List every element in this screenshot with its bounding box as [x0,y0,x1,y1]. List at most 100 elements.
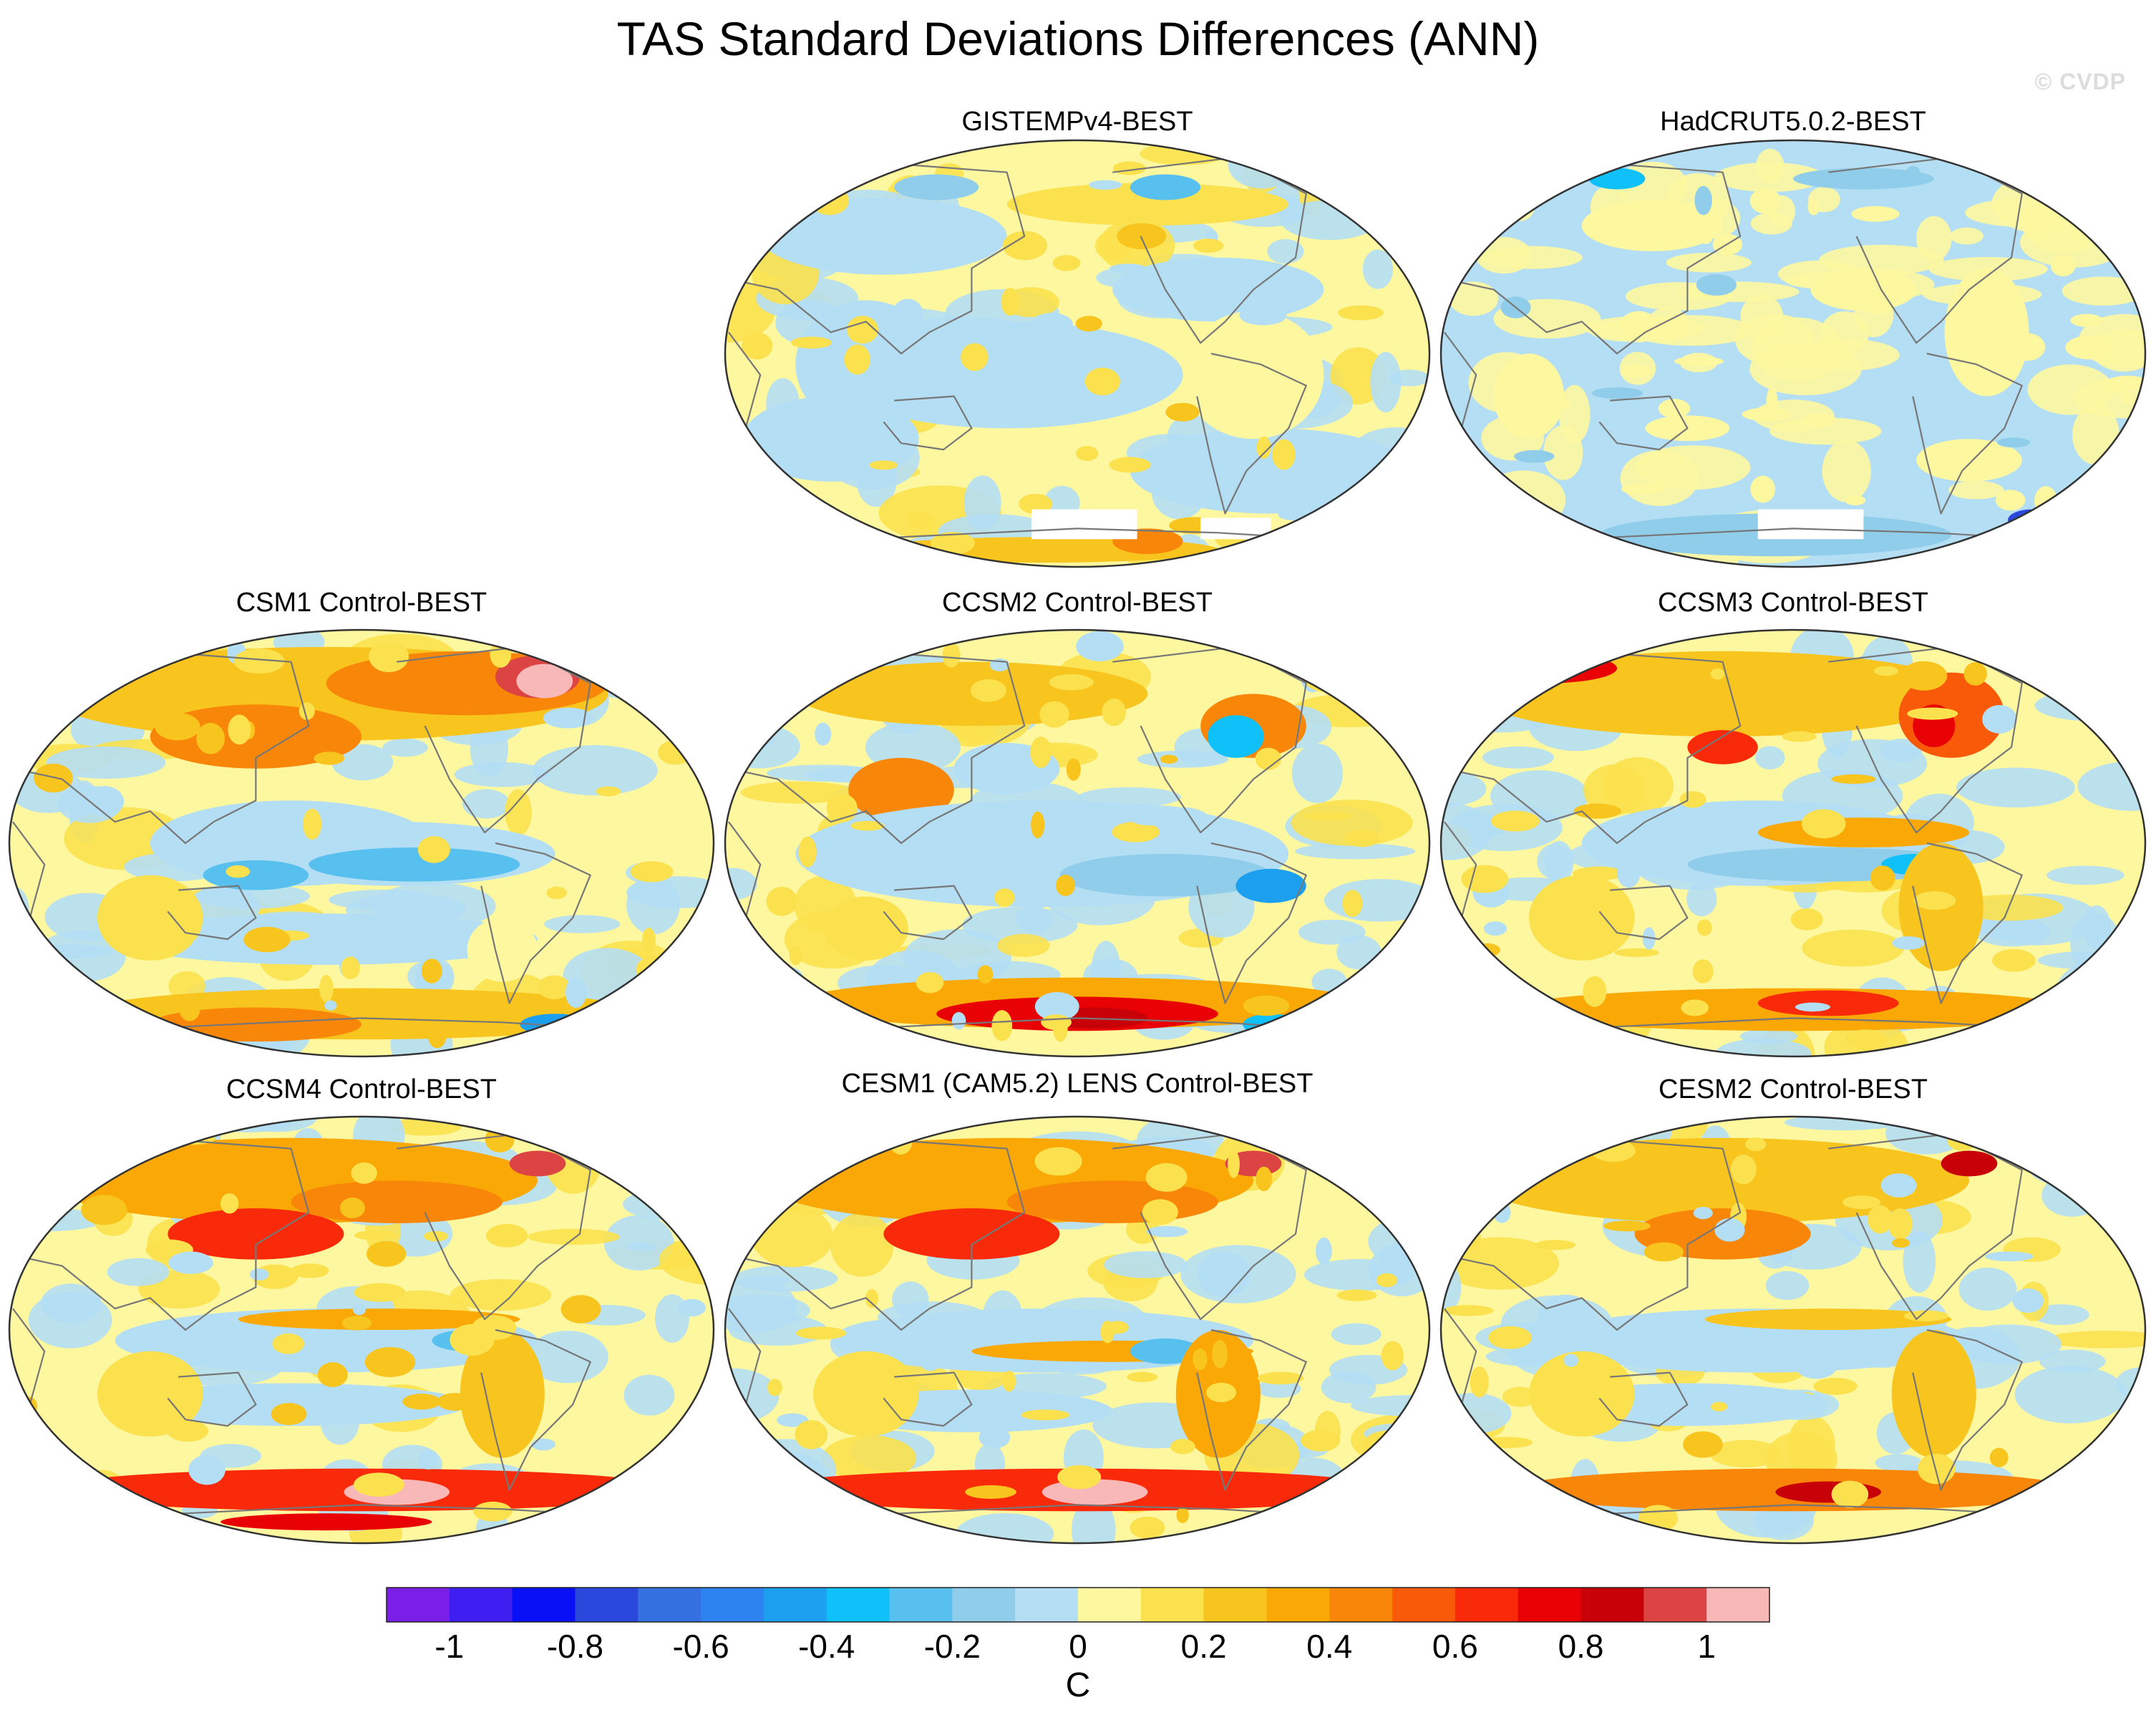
texture-patch [1248,540,1273,567]
texture-patch [565,977,587,1009]
texture-patch [341,956,361,980]
anomaly-region [1588,167,1646,190]
map-panel-cesm1 [725,1117,1429,1543]
texture-patch [1274,648,1326,666]
texture-patch [725,868,757,900]
texture-patch [155,712,200,741]
texture-patch [418,1450,439,1469]
colorbar-tick-label: -0.4 [798,1628,855,1665]
cvdp-watermark: © CVDP [2034,69,2126,94]
texture-patch [1475,237,1533,274]
texture-patch [1030,737,1052,768]
coastline [1196,842,1307,1004]
texture-patch [1193,1348,1208,1371]
coastline [883,1371,973,1427]
anomaly-region [1006,1180,1218,1223]
texture-patch [1198,1251,1251,1298]
colorbar-swatch [952,1588,1016,1622]
texture-patch [473,1501,513,1522]
texture-patch [1488,1326,1533,1349]
panel-title-csm1: CSM1 Control-BEST [235,588,487,618]
texture-patch [2016,631,2124,676]
anomaly-region [1757,817,1969,847]
colorbar-swatch [701,1588,764,1622]
texture-patch [533,745,658,796]
texture-patch [1170,1439,1195,1454]
texture-patch [1694,185,1712,215]
texture-patch [1563,1354,1578,1367]
texture-patch [892,298,923,329]
texture-patch [798,836,817,868]
texture-patch [596,786,621,797]
anomaly-region [1891,1330,1976,1458]
texture-patch [847,316,879,344]
texture-patch [1142,1199,1178,1225]
texture-patch [1280,200,1379,241]
texture-patch [1813,1377,1858,1395]
texture-patch [1331,1323,1382,1346]
texture-patch [1711,1401,1728,1412]
texture-patch [1948,480,2004,500]
colorbar-swatch [1078,1588,1142,1622]
texture-patch [2029,142,2100,161]
texture-patch [1376,1155,1392,1172]
colorbar-swatch [1518,1588,1582,1622]
coastline [1444,1137,1742,1331]
colorbar-units-label: C [1066,1666,1091,1704]
texture-patch [2034,1000,2057,1027]
colorbar-swatch [763,1588,827,1622]
anomaly-region [813,1351,919,1437]
texture-patch [1303,812,1354,821]
texture-patch [767,1379,782,1396]
texture-patch [830,1213,894,1277]
texture-patch [1745,1137,1767,1152]
texture-patch [351,1162,377,1184]
texture-patch [1603,1220,1651,1232]
texture-patch [9,1157,67,1204]
texture-patch [84,786,125,817]
texture-patch [916,972,944,993]
coastline [883,395,973,451]
texture-patch [1272,439,1296,470]
anomaly-region [1006,183,1289,226]
texture-patch [1441,1446,1508,1487]
texture-patch [354,1472,404,1497]
texture-patch [1075,316,1102,332]
texture-patch [11,1026,51,1049]
texture-patch [2009,1130,2021,1146]
texture-patch [783,1179,805,1189]
colorbar-swatch [1015,1588,1079,1622]
texture-patch [1948,140,1996,165]
texture-patch [303,808,322,840]
texture-patch [1256,1166,1273,1192]
texture-patch [1540,911,1560,943]
texture-patch [1077,787,1182,807]
texture-patch [331,744,394,781]
texture-patch [1524,162,1549,185]
panel-title-hadcrut: HadCRUT5.0.2-BEST [1660,107,1926,137]
texture-patch [1787,339,1900,371]
texture-patch [762,154,800,174]
colorbar: -1 -0.8 -0.6 -0.4 -0.2 0 0.2 0.4 0.6 0.8 1 C [386,1587,1770,1704]
colorbar-swatch [826,1588,890,1622]
coastline [728,160,1026,355]
texture-patch [1449,281,1499,316]
texture-patch [991,1010,1013,1041]
texture-patch [1508,356,1535,369]
texture-patch [339,1197,365,1218]
texture-patch [1130,1516,1165,1539]
texture-patch [604,1117,714,1152]
texture-patch [1989,1447,2009,1467]
colorbar-swatch [1455,1588,1519,1622]
map-border-ccsm4 [8,1115,715,1545]
texture-patch [1822,439,1871,502]
anomaly-region [1581,200,1723,251]
anomaly-region [1941,1150,1998,1177]
texture-patch [1802,929,1904,967]
colorbar-swatch [1266,1588,1330,1622]
texture-patch [1577,1117,1606,1142]
texture-patch [2071,995,2093,1019]
texture-patch [1039,701,1069,728]
texture-patch [1076,631,1124,661]
texture-patch [1917,1453,1956,1485]
